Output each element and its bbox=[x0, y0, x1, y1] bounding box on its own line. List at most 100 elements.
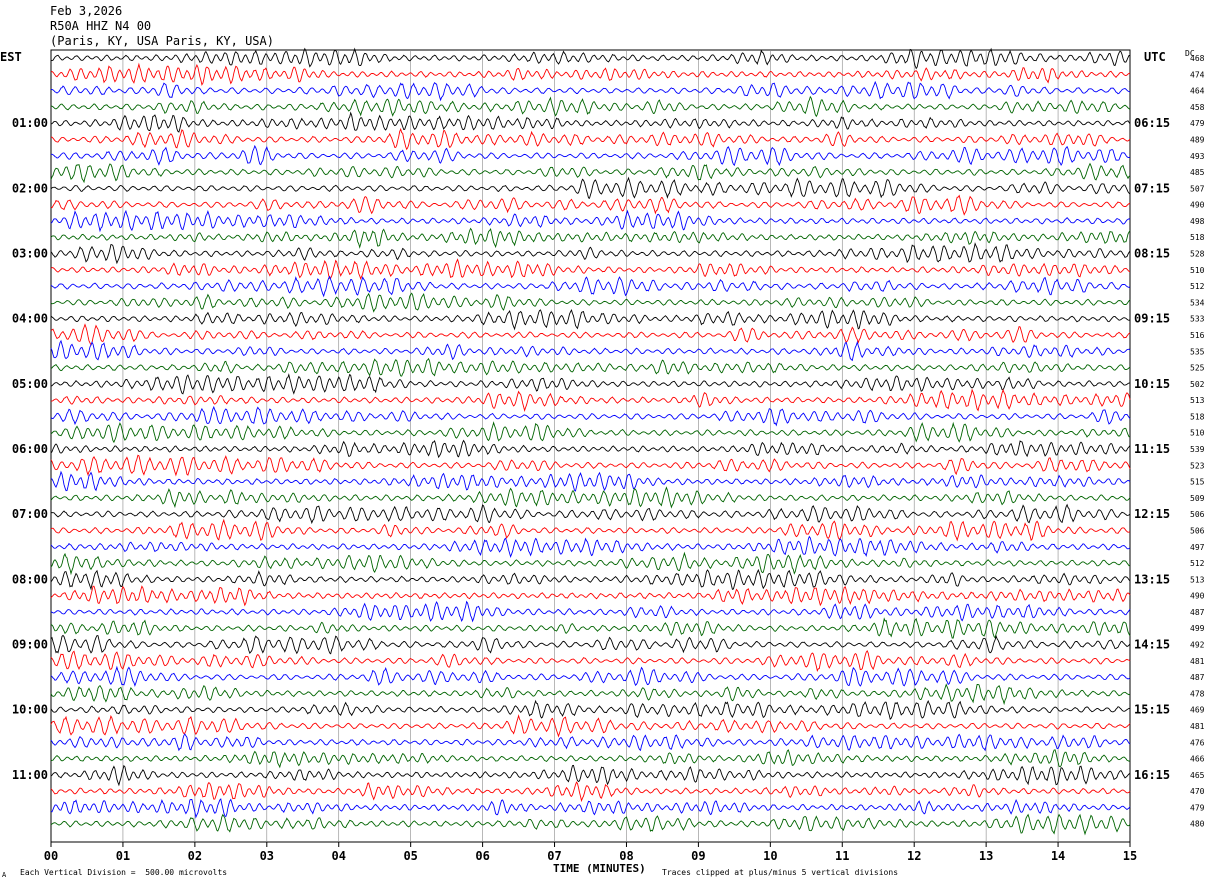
x-axis-title: TIME (MINUTES) bbox=[553, 862, 646, 875]
dc-offset-label: 510 bbox=[1190, 429, 1205, 438]
x-tick-label: 02 bbox=[188, 849, 202, 863]
seismic-trace bbox=[50, 600, 1131, 623]
clip-note: Traces clipped at plus/minus 5 vertical … bbox=[662, 868, 899, 877]
x-tick-label: 10 bbox=[763, 849, 777, 863]
seismic-trace bbox=[50, 405, 1131, 427]
left-hour-label: 02:00 bbox=[12, 181, 48, 195]
dc-offset-label: 497 bbox=[1190, 543, 1205, 552]
dc-offset-label: 465 bbox=[1190, 771, 1205, 780]
dc-offset-label: 481 bbox=[1190, 657, 1205, 666]
dc-offset-label: 492 bbox=[1190, 641, 1205, 650]
seismic-trace bbox=[50, 258, 1131, 280]
seismic-trace bbox=[50, 813, 1131, 836]
seismic-trace bbox=[50, 176, 1131, 199]
seismic-trace bbox=[50, 749, 1131, 769]
dc-offset-label: 458 bbox=[1190, 103, 1205, 112]
right-hour-label: 13:15 bbox=[1134, 572, 1170, 586]
right-hour-label: 07:15 bbox=[1134, 181, 1170, 195]
dc-offset-label: 506 bbox=[1190, 510, 1205, 519]
seismic-trace bbox=[50, 357, 1131, 377]
left-hour-label: 03:00 bbox=[12, 247, 48, 261]
seismic-trace bbox=[50, 339, 1131, 362]
dc-offset-label: 479 bbox=[1190, 119, 1205, 128]
dc-offset-label: 518 bbox=[1190, 233, 1205, 242]
seismic-trace bbox=[50, 194, 1131, 216]
dc-offset-label: 480 bbox=[1190, 820, 1205, 829]
seismic-trace bbox=[50, 209, 1131, 233]
dc-offset-label: 502 bbox=[1190, 380, 1205, 389]
x-tick-label: 05 bbox=[403, 849, 417, 863]
left-timezone-label: EST bbox=[0, 50, 22, 64]
dc-column-label: DC bbox=[1185, 49, 1195, 58]
x-tick-label: 15 bbox=[1123, 849, 1137, 863]
dc-offset-label: 518 bbox=[1190, 412, 1205, 421]
seismic-trace bbox=[50, 111, 1131, 133]
seismic-trace bbox=[50, 388, 1131, 412]
right-hour-label: 06:15 bbox=[1134, 116, 1170, 130]
seismic-trace bbox=[50, 486, 1131, 509]
dc-offset-label: 525 bbox=[1190, 364, 1205, 373]
dc-offset-label: 498 bbox=[1190, 217, 1205, 226]
right-hour-label: 09:15 bbox=[1134, 312, 1170, 326]
dc-offset-label: 534 bbox=[1190, 298, 1205, 307]
left-hour-label: 07:00 bbox=[12, 507, 48, 521]
right-hour-label: 08:15 bbox=[1134, 247, 1170, 261]
left-hour-label: 04:00 bbox=[12, 312, 48, 326]
x-tick-label: 07 bbox=[547, 849, 561, 863]
right-hour-label: 11:15 bbox=[1134, 442, 1170, 456]
station-location: (Paris, KY, USA Paris, KY, USA) bbox=[50, 34, 274, 48]
seismic-trace bbox=[50, 518, 1131, 542]
dc-offset-label: 466 bbox=[1190, 755, 1205, 764]
dc-offset-label: 485 bbox=[1190, 168, 1205, 177]
seismic-trace bbox=[50, 733, 1131, 752]
dc-offset-label: 493 bbox=[1190, 152, 1205, 161]
dc-offset-label: 487 bbox=[1190, 673, 1205, 682]
seismic-trace bbox=[50, 683, 1131, 706]
seismic-trace bbox=[50, 568, 1131, 591]
seismic-trace bbox=[50, 308, 1131, 331]
seismic-trace bbox=[50, 127, 1131, 151]
x-tick-label: 08 bbox=[619, 849, 633, 863]
seismic-trace bbox=[50, 764, 1131, 787]
dc-offset-label: 479 bbox=[1190, 803, 1205, 812]
x-tick-label: 06 bbox=[475, 849, 489, 863]
seismic-trace bbox=[50, 292, 1131, 313]
left-hour-label: 05:00 bbox=[12, 377, 48, 391]
dc-offset-label: 535 bbox=[1190, 347, 1205, 356]
seismic-trace bbox=[50, 439, 1131, 459]
x-tick-label: 11 bbox=[835, 849, 849, 863]
left-hour-label: 11:00 bbox=[12, 768, 48, 782]
seismic-trace bbox=[50, 275, 1131, 298]
seismic-trace bbox=[50, 242, 1131, 265]
seismic-trace bbox=[50, 62, 1131, 86]
seismic-trace bbox=[50, 634, 1131, 655]
seismic-trace bbox=[50, 503, 1131, 525]
seismic-trace bbox=[50, 781, 1131, 803]
plot-date: Feb 3,2026 bbox=[50, 4, 123, 18]
seismic-trace bbox=[50, 551, 1131, 576]
x-tick-label: 14 bbox=[1051, 849, 1065, 863]
seismic-trace bbox=[50, 421, 1131, 444]
dc-offset-label: 523 bbox=[1190, 461, 1205, 470]
right-hour-label: 10:15 bbox=[1134, 377, 1170, 391]
dc-offset-label: 516 bbox=[1190, 331, 1205, 340]
left-hour-label: 09:00 bbox=[12, 638, 48, 652]
seismic-trace bbox=[50, 617, 1131, 639]
x-tick-label: 09 bbox=[691, 849, 705, 863]
dc-offset-label: 468 bbox=[1190, 54, 1205, 63]
left-hour-label: 06:00 bbox=[12, 442, 48, 456]
seismic-trace bbox=[50, 585, 1131, 607]
dc-offset-label: 490 bbox=[1190, 592, 1205, 601]
right-timezone-label: UTC bbox=[1144, 50, 1166, 64]
x-tick-label: 04 bbox=[332, 849, 346, 863]
dc-offset-label: 489 bbox=[1190, 135, 1205, 144]
dc-offset-label: 481 bbox=[1190, 722, 1205, 731]
seismic-trace bbox=[50, 47, 1130, 70]
dc-offset-label: 513 bbox=[1190, 396, 1205, 405]
dc-offset-label: 512 bbox=[1190, 559, 1205, 568]
seismic-trace bbox=[51, 80, 1131, 102]
left-hour-label: 01:00 bbox=[12, 116, 48, 130]
dc-offset-label: 539 bbox=[1190, 445, 1205, 454]
dc-offset-label: 512 bbox=[1190, 282, 1205, 291]
dc-offset-label: 507 bbox=[1190, 184, 1205, 193]
